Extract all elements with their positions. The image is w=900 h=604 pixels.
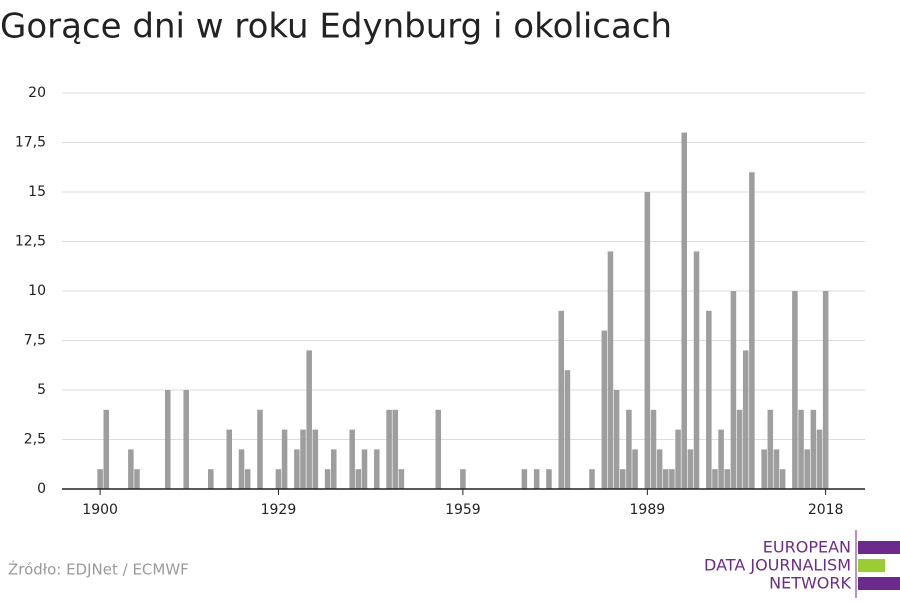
bar <box>546 469 552 489</box>
bar <box>632 449 638 489</box>
bar <box>558 310 565 489</box>
bar <box>244 469 251 489</box>
x-tick-label: 1989 <box>630 502 666 518</box>
y-tick-label: 20 <box>28 85 46 101</box>
bar <box>460 469 466 489</box>
bar <box>386 409 392 489</box>
bar <box>435 409 442 489</box>
bar <box>798 409 804 489</box>
bar <box>613 390 620 489</box>
bar <box>589 469 595 489</box>
bar <box>724 469 731 489</box>
x-tick-label: 1900 <box>82 502 118 518</box>
bar <box>226 429 233 489</box>
logo-line: EUROPEAN <box>763 538 851 557</box>
bar <box>257 409 263 489</box>
bar <box>736 409 743 489</box>
bar <box>619 469 626 489</box>
bar <box>521 469 528 489</box>
y-tick-label: 12,5 <box>15 234 46 250</box>
bar <box>779 469 786 489</box>
bar <box>533 469 540 489</box>
bar <box>601 330 608 489</box>
bar <box>361 449 368 489</box>
bar <box>183 390 189 489</box>
bar <box>687 449 694 489</box>
bar <box>804 449 810 489</box>
bar <box>742 350 749 489</box>
bar <box>306 350 312 489</box>
chart-title: Gorące dni w roku Edynburg i okolicach <box>0 7 672 47</box>
y-tick-label: 2,5 <box>24 432 46 448</box>
bar <box>392 409 399 489</box>
bar <box>650 409 657 489</box>
x-tick-label: 1959 <box>445 502 481 518</box>
logo-line: NETWORK <box>769 574 851 593</box>
y-tick-label: 7,5 <box>24 333 46 349</box>
bar <box>300 429 306 489</box>
bar <box>663 469 669 489</box>
y-tick-label: 17,5 <box>15 135 46 151</box>
bar <box>718 429 724 489</box>
logo-bar <box>858 559 885 572</box>
bar <box>97 469 103 489</box>
bar <box>294 449 300 489</box>
bar <box>669 469 675 489</box>
logo-bar <box>858 577 900 590</box>
y-tick-label: 0 <box>37 481 46 497</box>
bar <box>816 429 823 489</box>
bar <box>810 409 817 489</box>
bar <box>208 469 214 489</box>
bar <box>693 251 700 489</box>
y-tick-label: 5 <box>37 382 46 398</box>
y-tick-label: 10 <box>28 283 46 299</box>
x-tick-label: 2018 <box>808 502 844 518</box>
bar <box>564 370 571 489</box>
bar <box>767 409 774 489</box>
bar <box>681 132 687 489</box>
bar <box>712 469 718 489</box>
bar <box>626 409 632 489</box>
bar <box>656 449 663 489</box>
bar <box>761 449 767 489</box>
bar <box>355 469 362 489</box>
bar <box>330 449 337 489</box>
bar <box>312 429 319 489</box>
logo-line: DATA JOURNALISM <box>704 556 851 575</box>
bar <box>644 192 651 489</box>
bar <box>281 429 288 489</box>
bar <box>103 409 110 489</box>
bar <box>238 449 245 489</box>
bar <box>349 429 355 489</box>
bar <box>730 291 737 489</box>
bar <box>773 449 780 489</box>
bar <box>134 469 140 489</box>
source: Źródło: EDJNet / ECMWF <box>8 560 189 579</box>
bar <box>374 449 380 489</box>
bar <box>822 291 829 489</box>
bar <box>675 429 681 489</box>
bar <box>607 251 614 489</box>
bar <box>324 469 331 489</box>
bar <box>792 291 798 489</box>
bar <box>749 172 755 489</box>
logo-bar <box>858 541 900 554</box>
y-tick-label: 15 <box>28 184 46 200</box>
bar <box>128 449 134 489</box>
bar <box>398 469 405 489</box>
bar <box>275 469 282 489</box>
bar <box>706 310 712 489</box>
bar <box>164 390 171 489</box>
x-tick-label: 1929 <box>261 502 297 518</box>
